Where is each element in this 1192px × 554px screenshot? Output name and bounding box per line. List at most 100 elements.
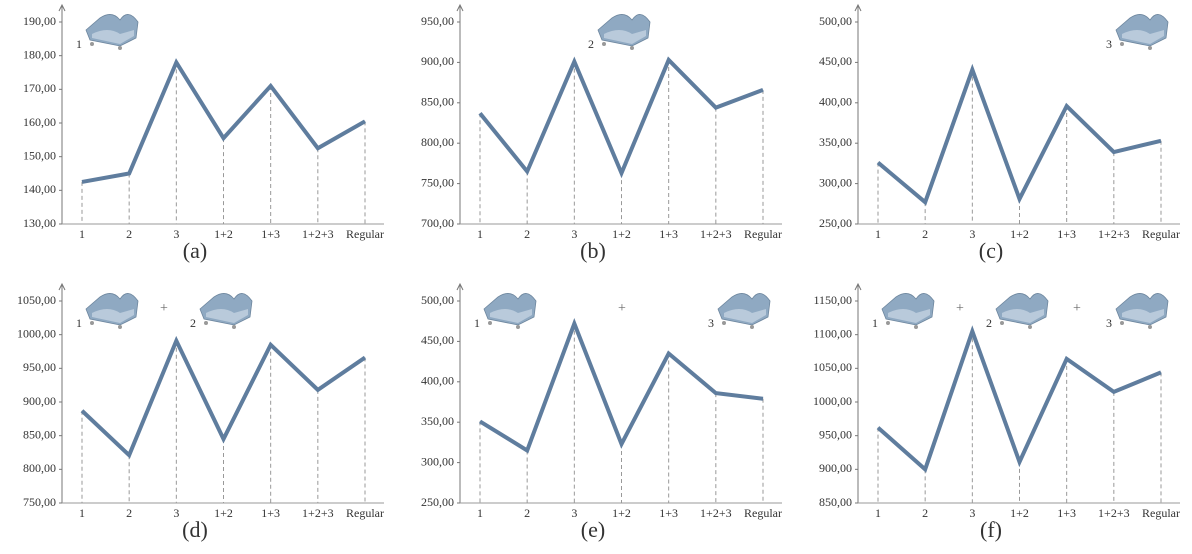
y-tick-label: 130,00 <box>23 216 56 230</box>
x-tick-label: 1+2 <box>1010 506 1029 520</box>
y-tick-label: 850,00 <box>421 95 454 109</box>
surface-icon <box>996 293 1048 329</box>
caption: (b) <box>580 238 606 263</box>
y-tick-label: 1000,00 <box>17 326 56 340</box>
y-tick-label: 950,00 <box>421 14 454 28</box>
x-tick-label: 1+2 <box>1010 227 1029 241</box>
x-tick-label: 1+3 <box>1057 227 1076 241</box>
x-tick-label: Regular <box>1142 227 1180 241</box>
y-tick-label: 150,00 <box>23 148 56 162</box>
surface-icon <box>718 293 770 329</box>
icon-support <box>750 325 754 329</box>
caption: (a) <box>183 238 207 263</box>
y-tick-label: 1100,00 <box>813 326 852 340</box>
y-tick-label: 950,00 <box>23 360 56 374</box>
y-tick-label: 300,00 <box>819 175 852 189</box>
data-line <box>82 62 365 182</box>
x-tick-label: 1 <box>875 506 881 520</box>
icon-support <box>1028 325 1032 329</box>
icon-support <box>1000 321 1004 325</box>
icon-support <box>118 325 122 329</box>
y-tick-label: 800,00 <box>23 461 56 475</box>
x-tick-label: 1+2 <box>214 227 233 241</box>
annotation-plus: + <box>1073 301 1081 316</box>
y-tick-label: 170,00 <box>23 81 56 95</box>
annotation-label: 1 <box>474 316 480 330</box>
y-tick-label: 180,00 <box>23 47 56 61</box>
icon-support <box>1120 42 1124 46</box>
data-line <box>480 60 763 173</box>
y-tick-label: 850,00 <box>23 427 56 441</box>
x-tick-label: Regular <box>1142 506 1180 520</box>
y-tick-label: 1000,00 <box>813 394 852 408</box>
annotation-plus: + <box>618 301 626 316</box>
annotation-label: 2 <box>190 316 196 330</box>
icon-support <box>118 46 122 50</box>
x-tick-label: 1 <box>79 506 85 520</box>
x-tick-label: 1+2 <box>612 506 631 520</box>
icon-support <box>722 321 726 325</box>
surface-icon <box>882 293 934 329</box>
icon-support <box>488 321 492 325</box>
x-tick-label: 2 <box>524 227 530 241</box>
x-tick-label: 1 <box>79 227 85 241</box>
y-tick-label: 500,00 <box>421 293 454 307</box>
y-tick-label: 900,00 <box>23 394 56 408</box>
surface-icon <box>1116 293 1168 329</box>
surface-icon <box>598 14 650 50</box>
annotation-label: 2 <box>588 37 594 51</box>
y-tick-label: 400,00 <box>819 95 852 109</box>
x-tick-label: Regular <box>346 227 384 241</box>
y-tick-label: 850,00 <box>819 495 852 509</box>
page: 130,00140,00150,00160,00170,00180,00190,… <box>0 0 1192 554</box>
annotation-label: 1 <box>76 316 82 330</box>
y-tick-label: 950,00 <box>819 427 852 441</box>
x-tick-label: 3 <box>173 227 179 241</box>
x-tick-label: 1+2+3 <box>302 506 334 520</box>
caption: (f) <box>980 517 1002 542</box>
x-tick-label: 1+3 <box>1057 506 1076 520</box>
y-tick-label: 500,00 <box>819 14 852 28</box>
x-tick-label: 1+2+3 <box>1098 506 1130 520</box>
y-tick-label: 1050,00 <box>813 360 852 374</box>
icon-support <box>232 325 236 329</box>
x-tick-label: 3 <box>571 227 577 241</box>
icon-support <box>1148 46 1152 50</box>
data-line <box>82 341 365 455</box>
annotation-plus: + <box>160 301 168 316</box>
icon-support <box>516 325 520 329</box>
surface-icon <box>484 293 536 329</box>
x-tick-label: 1+3 <box>261 506 280 520</box>
x-tick-label: 1+2+3 <box>1098 227 1130 241</box>
x-tick-label: 1+2+3 <box>302 227 334 241</box>
chart-panel: 850,00900,00950,001000,001050,001100,001… <box>813 284 1180 542</box>
icon-support <box>204 321 208 325</box>
y-tick-label: 160,00 <box>23 115 56 129</box>
y-tick-label: 750,00 <box>23 495 56 509</box>
x-tick-label: 1+3 <box>659 506 678 520</box>
x-tick-label: 3 <box>173 506 179 520</box>
y-tick-label: 250,00 <box>819 216 852 230</box>
y-tick-label: 400,00 <box>421 374 454 388</box>
annotation-label: 3 <box>1106 37 1112 51</box>
surface-icon <box>86 293 138 329</box>
x-tick-label: 1+2 <box>612 227 631 241</box>
x-tick-label: 1 <box>477 506 483 520</box>
surface-icon <box>86 14 138 50</box>
data-line <box>878 70 1161 203</box>
data-line <box>878 331 1161 469</box>
caption: (d) <box>182 517 208 542</box>
x-tick-label: 1+3 <box>261 227 280 241</box>
icon-support <box>1148 325 1152 329</box>
y-tick-label: 250,00 <box>421 495 454 509</box>
y-tick-label: 1150,00 <box>813 293 852 307</box>
icon-support <box>914 325 918 329</box>
y-tick-label: 350,00 <box>819 135 852 149</box>
x-tick-label: 1+2+3 <box>700 506 732 520</box>
icon-support <box>602 42 606 46</box>
annotation-plus: + <box>956 301 964 316</box>
x-tick-label: 3 <box>969 506 975 520</box>
x-tick-label: Regular <box>744 227 782 241</box>
